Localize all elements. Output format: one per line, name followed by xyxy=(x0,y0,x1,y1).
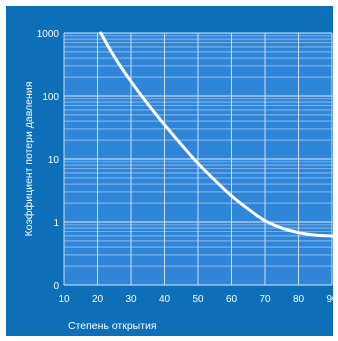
y-tick-label: 100 xyxy=(42,92,59,103)
series-layer xyxy=(99,31,333,238)
x-tick-label: 30 xyxy=(125,294,137,305)
y-axis-title: Коэффициент потери давления xyxy=(23,82,35,237)
x-tick-label: 20 xyxy=(92,294,104,305)
series-line xyxy=(99,31,333,238)
pressure-loss-chart: 10 20 30 40 50 60 70 80 90 0 1 10 100 1000 Степень от… xyxy=(23,29,333,332)
y-tick-label: 10 xyxy=(48,155,60,166)
x-tick-label: 50 xyxy=(192,294,204,305)
y-tick-label: 1 xyxy=(53,218,59,229)
x-tick-label: 80 xyxy=(293,294,305,305)
y-tick-label: 0 xyxy=(53,281,59,292)
y-tick-label: 1000 xyxy=(37,29,60,40)
grid xyxy=(63,32,333,286)
x-tick-label: 90 xyxy=(326,294,333,305)
x-tick-label: 40 xyxy=(159,294,171,305)
x-tick-label: 10 xyxy=(58,294,70,305)
x-tick-label: 70 xyxy=(259,294,271,305)
x-axis-title: Степень открытия xyxy=(68,320,157,332)
tick-labels: 10 20 30 40 50 60 70 80 90 0 1 10 100 1000 xyxy=(37,29,333,305)
chart-panel: 10 20 30 40 50 60 70 80 90 0 1 10 100 1000 Степень от… xyxy=(6,6,333,336)
x-tick-label: 60 xyxy=(226,294,238,305)
